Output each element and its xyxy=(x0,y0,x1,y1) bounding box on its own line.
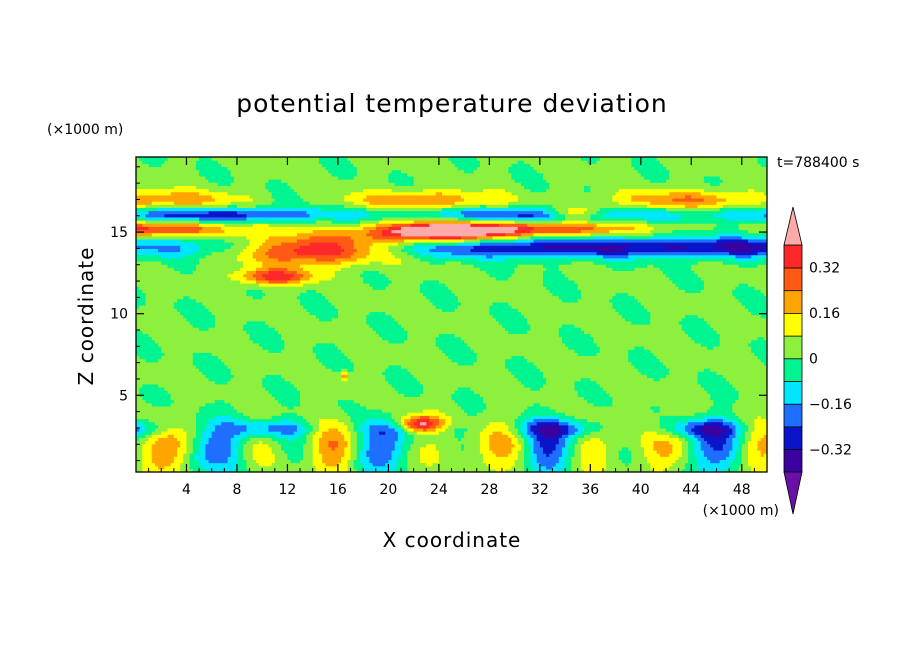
colorbar-bin xyxy=(783,358,803,382)
colorbar: 0.32 0.16 0 −0.16 −0.32 xyxy=(783,206,852,515)
colorbar-bin xyxy=(783,335,803,360)
x-unit-label: (×1000 m) xyxy=(703,503,779,519)
time-label: t=788400 s xyxy=(777,155,859,171)
colorbar-bin xyxy=(783,312,803,337)
x-tick-label: 40 xyxy=(632,482,650,498)
colorbar-bin xyxy=(783,426,803,451)
colorbar-label: −0.32 xyxy=(809,442,852,458)
x-tick-label: 44 xyxy=(682,482,700,498)
y-axis-title: Z coordinate xyxy=(74,247,98,386)
colorbar-bin xyxy=(783,244,803,269)
colorbar-label: 0.32 xyxy=(809,261,840,277)
y-tick-label: 15 xyxy=(110,225,128,241)
x-tick-label: 12 xyxy=(279,482,297,498)
chart-title: potential temperature deviation xyxy=(236,89,667,118)
x-tick-label: 28 xyxy=(480,482,498,498)
x-tick-label: 16 xyxy=(329,482,347,498)
x-tick-label: 32 xyxy=(531,482,549,498)
x-axis-ticks: 4 8 12 16 20 24 28 32 36 40 44 48 xyxy=(148,157,755,498)
colorbar-bin xyxy=(783,380,803,405)
y-tick-label: 5 xyxy=(119,388,128,404)
colorbar-label: −0.16 xyxy=(809,397,852,413)
colorbar-min-extension xyxy=(783,471,803,515)
y-unit-label: (×1000 m) xyxy=(47,122,123,138)
colorbar-bin xyxy=(783,448,803,473)
x-axis-title: X coordinate xyxy=(383,528,522,552)
x-tick-label: 36 xyxy=(581,482,599,498)
colorbar-bin xyxy=(783,289,803,314)
x-tick-label: 4 xyxy=(182,482,191,498)
colorbar-label: 0.16 xyxy=(809,306,840,322)
y-tick-label: 10 xyxy=(110,307,128,323)
x-tick-label: 20 xyxy=(379,482,397,498)
contour-field xyxy=(136,157,767,472)
colorbar-label: 0 xyxy=(809,352,818,368)
x-tick-label: 48 xyxy=(733,482,751,498)
colorbar-max-extension xyxy=(783,206,803,246)
y-axis-ticks: 5 10 15 xyxy=(110,166,767,462)
colorbar-bin xyxy=(783,403,803,428)
x-tick-label: 8 xyxy=(232,482,241,498)
x-tick-label: 24 xyxy=(430,482,448,498)
colorbar-bin xyxy=(783,267,803,292)
